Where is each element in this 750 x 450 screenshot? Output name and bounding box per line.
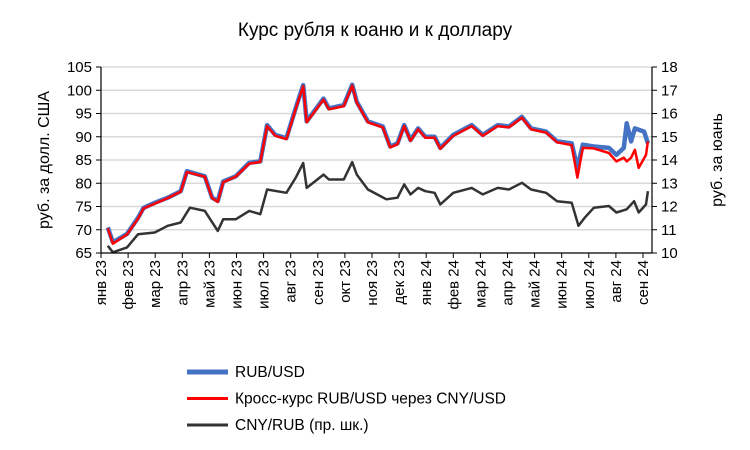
right-tick-label: 13 bbox=[661, 175, 678, 192]
x-tick-label: июл 23 bbox=[256, 260, 273, 309]
legend-label-0: RUB/USD bbox=[235, 364, 305, 381]
x-tick-label: июн 23 bbox=[229, 260, 246, 309]
x-tick-label: апр 23 bbox=[174, 260, 191, 306]
left-tick-label: 75 bbox=[75, 199, 92, 216]
x-tick-label: июн 24 bbox=[554, 260, 571, 309]
x-tick-label: апр 24 bbox=[500, 260, 517, 306]
right-tick-label: 18 bbox=[661, 59, 678, 76]
x-tick-label: май 23 bbox=[201, 260, 218, 308]
left-tick-label: 100 bbox=[67, 82, 92, 99]
legend-label-2: CNY/RUB (пр. шк.) bbox=[235, 417, 369, 434]
x-tick-label: сен 24 bbox=[635, 260, 652, 305]
x-tick-label: июл 24 bbox=[581, 260, 598, 309]
chart-title: Курс рубля к юаню и к доллару bbox=[238, 20, 513, 41]
x-tick-label: мар 23 bbox=[147, 260, 164, 308]
x-tick-label: фев 24 bbox=[445, 260, 462, 310]
x-tick-label: сен 23 bbox=[310, 260, 327, 305]
right-tick-label: 16 bbox=[661, 106, 678, 123]
left-axis-title: руб. за долл. США bbox=[36, 91, 53, 229]
left-tick-label: 80 bbox=[75, 175, 92, 192]
x-tick-label: янв 23 bbox=[93, 260, 110, 305]
x-tick-label: фев 23 bbox=[120, 260, 137, 310]
right-tick-label: 17 bbox=[661, 82, 678, 99]
series-line-0 bbox=[105, 82, 651, 245]
legend-label-1: Кросс-курс RUB/USD через CNY/USD bbox=[235, 391, 506, 408]
gridlines bbox=[101, 66, 652, 231]
x-tick-label: ноя 23 bbox=[364, 260, 381, 306]
right-tick-label: 12 bbox=[661, 199, 678, 216]
right-tick-label: 11 bbox=[661, 222, 677, 239]
right-tick-label: 14 bbox=[661, 152, 678, 169]
series-line-2 bbox=[106, 160, 650, 254]
right-tick-label: 15 bbox=[661, 129, 678, 146]
axes: 65 70 75 80 85 90 95 100 105 10 11 12 13 14 15 16 17 18 ян… bbox=[67, 59, 678, 310]
x-tick-label: дек 23 bbox=[391, 260, 408, 305]
legend: RUB/USD Кросс-курс RUB/USD через CNY/USD C… bbox=[187, 364, 506, 434]
x-tick-label: май 24 bbox=[527, 260, 544, 308]
left-tick-label: 95 bbox=[75, 106, 92, 123]
right-tick-label: 10 bbox=[661, 245, 678, 262]
x-tick-label: мар 24 bbox=[472, 260, 489, 308]
left-tick-label: 65 bbox=[75, 245, 92, 262]
left-tick-label: 105 bbox=[67, 59, 92, 76]
left-tick-label: 90 bbox=[75, 129, 92, 146]
x-tick-label: авг 24 bbox=[608, 260, 625, 303]
x-tick-label: окт 23 bbox=[337, 260, 354, 303]
right-axis-title: руб. за юань bbox=[709, 113, 726, 207]
left-tick-label: 85 bbox=[75, 152, 92, 169]
x-tick-label: авг 23 bbox=[283, 260, 300, 303]
left-tick-label: 70 bbox=[75, 222, 92, 239]
x-tick-label: янв 24 bbox=[418, 260, 435, 305]
series-line-1 bbox=[106, 84, 650, 245]
series-lines bbox=[105, 82, 651, 254]
